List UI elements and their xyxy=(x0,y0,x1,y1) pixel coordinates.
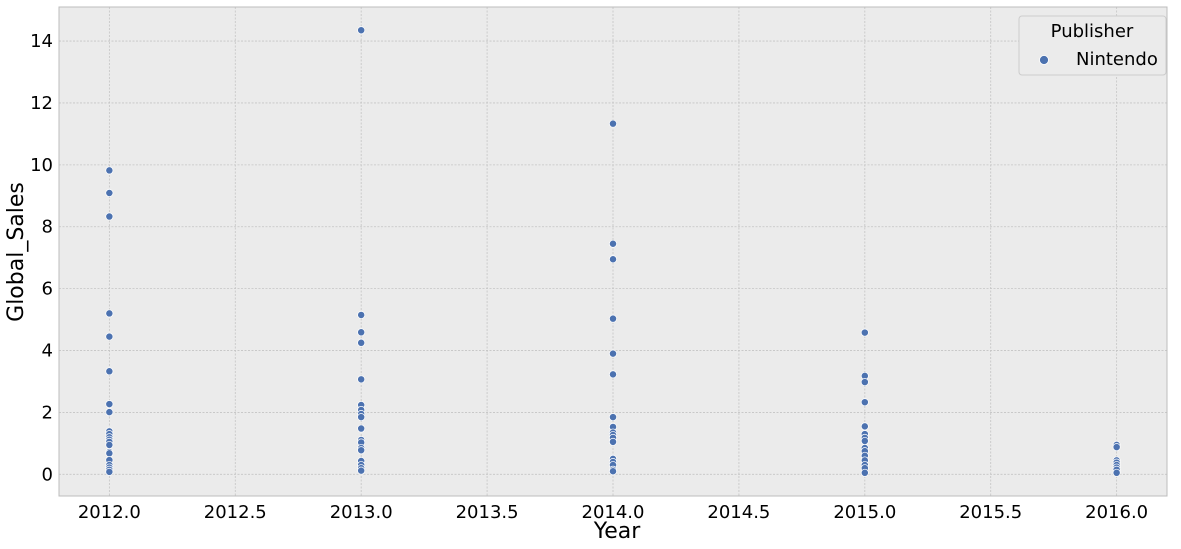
data-point xyxy=(105,400,114,409)
y-tick-label: 14 xyxy=(30,31,53,52)
y-tick-label: 2 xyxy=(42,402,53,423)
data-point xyxy=(105,189,114,197)
data-point xyxy=(1112,443,1121,452)
y-tick-label: 8 xyxy=(42,217,53,238)
data-point xyxy=(357,466,366,475)
x-tick-label: 2014.0 xyxy=(582,502,645,523)
data-point xyxy=(105,367,114,376)
x-tick-label: 2016.0 xyxy=(1085,502,1148,523)
plot-background xyxy=(59,7,1167,496)
x-tick-label: 2013.5 xyxy=(456,502,519,523)
data-point xyxy=(609,314,617,323)
data-point xyxy=(609,255,617,264)
data-point xyxy=(1112,468,1121,477)
x-tick-label: 2013.0 xyxy=(330,502,393,523)
data-point xyxy=(105,309,114,318)
data-point xyxy=(357,328,366,337)
y-tick-label: 0 xyxy=(42,464,53,485)
data-point xyxy=(860,422,869,431)
y-tick-label: 10 xyxy=(30,155,53,176)
legend-box xyxy=(1018,15,1167,76)
data-point xyxy=(609,119,617,128)
y-axis-label: Global_Sales xyxy=(4,182,29,322)
data-point xyxy=(609,413,617,422)
data-point xyxy=(105,408,114,417)
data-point xyxy=(860,436,869,445)
x-tick-label: 2015.0 xyxy=(833,502,896,523)
data-point xyxy=(357,338,366,347)
data-point xyxy=(357,446,366,455)
data-point xyxy=(860,468,869,477)
y-tick-label: 12 xyxy=(30,93,53,114)
data-points xyxy=(105,26,1121,477)
data-point xyxy=(105,440,114,449)
x-tick-label: 2012.0 xyxy=(78,502,141,523)
data-point xyxy=(105,449,114,458)
data-point xyxy=(357,424,366,433)
x-tick-label: 2012.5 xyxy=(204,502,267,523)
data-point xyxy=(357,375,366,384)
data-point xyxy=(860,378,869,387)
legend-title: Publisher xyxy=(1051,21,1134,42)
legend-marker-nintendo xyxy=(1039,55,1049,65)
data-point xyxy=(860,328,869,337)
legend-label-nintendo: Nintendo xyxy=(1076,49,1158,70)
data-point xyxy=(105,166,114,175)
data-point xyxy=(357,26,366,35)
data-point xyxy=(609,467,617,476)
data-point xyxy=(609,349,617,358)
x-axis-label: Year xyxy=(593,519,642,544)
data-point xyxy=(609,437,617,446)
y-axis-ticks: 0 2 4 6 8 10 12 14 xyxy=(30,31,53,485)
data-point xyxy=(105,467,114,476)
plot-frame xyxy=(58,6,1168,497)
y-tick-label: 4 xyxy=(42,341,53,362)
data-point xyxy=(357,413,366,422)
y-tick-label: 6 xyxy=(42,279,53,300)
data-point xyxy=(609,370,617,379)
data-point xyxy=(357,310,366,319)
x-tick-label: 2014.5 xyxy=(707,502,770,523)
x-tick-label: 2015.5 xyxy=(959,502,1022,523)
data-point xyxy=(105,212,114,221)
x-axis-ticks: 2012.0 2012.5 2013.0 2013.5 2014.0 2014.5 2015… xyxy=(78,502,1148,523)
data-point xyxy=(860,398,869,407)
data-point xyxy=(609,239,617,248)
data-point xyxy=(105,332,114,341)
legend: Publisher Nintendo xyxy=(1018,15,1167,76)
